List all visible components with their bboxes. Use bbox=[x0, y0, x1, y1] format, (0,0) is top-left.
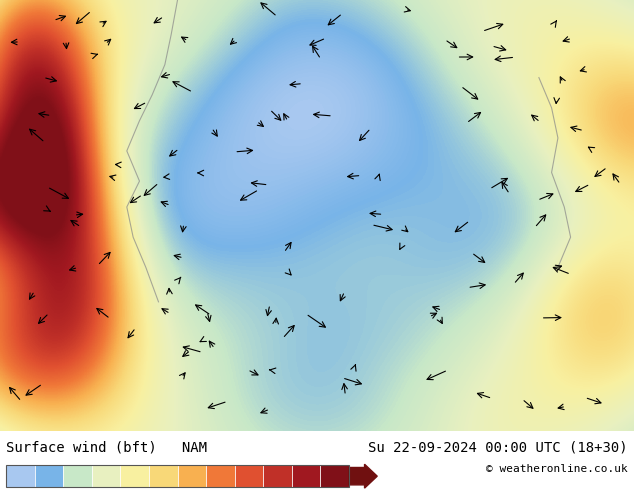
Text: © weatheronline.co.uk: © weatheronline.co.uk bbox=[486, 465, 628, 474]
Bar bbox=[35, 466, 63, 487]
Bar bbox=[235, 466, 263, 487]
Bar bbox=[206, 466, 235, 487]
Bar bbox=[6, 466, 35, 487]
Bar bbox=[178, 466, 206, 487]
FancyArrow shape bbox=[349, 464, 377, 488]
Bar bbox=[149, 466, 178, 487]
Bar bbox=[320, 466, 349, 487]
Bar bbox=[120, 466, 149, 487]
Bar bbox=[263, 466, 292, 487]
Bar bbox=[63, 466, 92, 487]
Bar bbox=[292, 466, 320, 487]
Bar bbox=[6, 466, 349, 487]
Text: Su 22-09-2024 00:00 UTC (18+30): Su 22-09-2024 00:00 UTC (18+30) bbox=[368, 440, 628, 454]
Bar bbox=[92, 466, 120, 487]
Text: Surface wind (bft)   NAM: Surface wind (bft) NAM bbox=[6, 440, 207, 454]
